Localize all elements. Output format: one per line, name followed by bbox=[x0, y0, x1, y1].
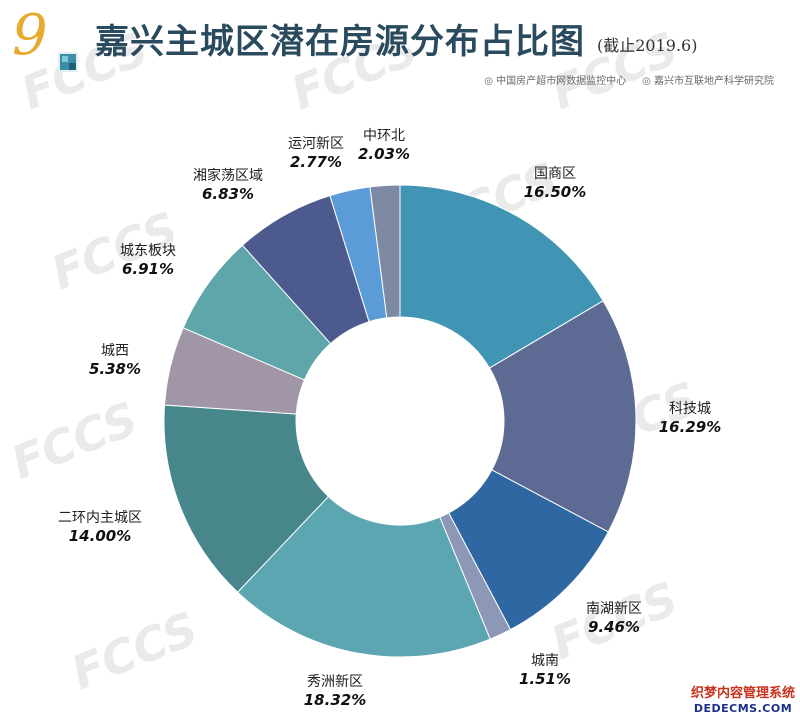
slice-label-name: 南湖新区 bbox=[586, 601, 642, 617]
slice-label-name: 秀洲新区 bbox=[307, 674, 363, 690]
slice-label-value: 16.29% bbox=[659, 418, 721, 436]
slice-label-value: 6.91% bbox=[122, 260, 174, 278]
slice-label-name: 科技城 bbox=[669, 401, 711, 417]
chart-header: 9 嘉兴主城区潜在房源分布占比图 (截止2019.6) ◎ 中国房产超市网数据监控… bbox=[0, 0, 800, 90]
slice-label-value: 1.51% bbox=[519, 670, 571, 688]
corner-watermark-line2: DEDECMS.COM bbox=[693, 701, 793, 715]
corner-watermark-line1: 织梦内容管理系统 bbox=[690, 686, 795, 702]
slice-label-name: 城东板块 bbox=[120, 243, 176, 259]
source-credits: ◎ 中国房产超市网数据监控中心 ◎ 嘉兴市互联地产科学研究院 bbox=[468, 72, 774, 87]
donut-slices bbox=[163, 184, 637, 658]
watermark-text: FCCS bbox=[64, 601, 205, 700]
figure-number: 9 bbox=[12, 3, 48, 68]
slice-label-name: 运河新区 bbox=[288, 136, 344, 152]
slice-label-value: 9.46% bbox=[588, 618, 640, 636]
slice-label-value: 2.77% bbox=[290, 153, 342, 171]
logo-badge-icon bbox=[58, 52, 78, 72]
chart-title: 嘉兴主城区潜在房源分布占比图 bbox=[95, 22, 585, 62]
slice-label-value: 18.32% bbox=[304, 691, 366, 709]
slice-label-name: 城西 bbox=[101, 343, 129, 359]
slice-label-value: 5.38% bbox=[89, 360, 141, 378]
slice-label-name: 中环北 bbox=[363, 128, 405, 144]
slice-label-name: 二环内主城区 bbox=[58, 510, 142, 526]
slice-label-value: 16.50% bbox=[524, 183, 586, 201]
source-credit-2: ◎ 嘉兴市互联地产科学研究院 bbox=[642, 76, 774, 87]
corner-watermark: 织梦内容管理系统 DEDECMS.COM bbox=[688, 686, 798, 715]
slice-label-name: 湘家荡区域 bbox=[193, 167, 263, 184]
title-date-note: (截止2019.6) bbox=[597, 36, 698, 55]
source-credit-1: ◎ 中国房产超市网数据监控中心 bbox=[484, 76, 627, 87]
title-row: 嘉兴主城区潜在房源分布占比图 (截止2019.6) bbox=[95, 14, 697, 63]
donut-hole bbox=[296, 317, 504, 525]
slice-label-value: 6.83% bbox=[202, 185, 254, 203]
slice-label-value: 2.03% bbox=[358, 145, 410, 163]
slice-label-name: 城南 bbox=[531, 653, 559, 669]
slice-label-value: 14.00% bbox=[69, 527, 131, 545]
watermark-text: FCCS bbox=[4, 391, 145, 490]
slice-label-name: 国商区 bbox=[534, 166, 576, 182]
